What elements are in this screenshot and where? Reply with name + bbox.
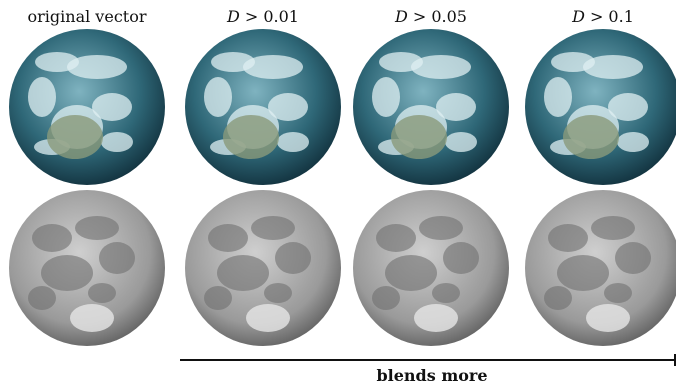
land	[223, 115, 279, 159]
mare	[41, 255, 93, 291]
mare	[376, 224, 416, 252]
cloud	[67, 55, 127, 79]
symbol: D	[394, 7, 408, 26]
moon-image	[185, 190, 341, 346]
earth-image	[525, 29, 676, 185]
mare	[28, 286, 56, 310]
highland	[70, 304, 114, 332]
column-header: D > 0.1	[571, 7, 634, 26]
mare	[544, 286, 572, 310]
moon-image	[9, 190, 165, 346]
moon-image	[525, 190, 676, 346]
highland	[246, 304, 290, 332]
mare	[443, 242, 479, 274]
mare	[99, 242, 135, 274]
symbol: D	[226, 7, 240, 26]
mare	[208, 224, 248, 252]
mare	[204, 286, 232, 310]
earth-image	[353, 29, 509, 185]
highland	[586, 304, 630, 332]
cloud	[411, 55, 471, 79]
condition: > 0.1	[590, 7, 634, 26]
cloud	[28, 77, 56, 117]
mare	[604, 283, 632, 303]
mare	[615, 242, 651, 274]
highland	[414, 304, 458, 332]
mare	[217, 255, 269, 291]
land	[563, 115, 619, 159]
moon-image	[353, 190, 509, 346]
land	[47, 115, 103, 159]
condition: > 0.01	[245, 7, 299, 26]
mare	[251, 216, 295, 240]
earth-image	[185, 29, 341, 185]
mare	[432, 283, 460, 303]
mare	[88, 283, 116, 303]
cloud	[277, 132, 309, 152]
axis-label: blends more	[376, 366, 487, 385]
land	[391, 115, 447, 159]
mare	[419, 216, 463, 240]
mare	[385, 255, 437, 291]
cloud	[544, 77, 572, 117]
mare	[548, 224, 588, 252]
cloud	[583, 55, 643, 79]
mare	[557, 255, 609, 291]
mare	[32, 224, 72, 252]
condition: > 0.05	[413, 7, 467, 26]
cloud	[204, 77, 232, 117]
column-header: D > 0.05	[394, 7, 467, 26]
symbol: D	[571, 7, 585, 26]
column-header: original vector	[28, 7, 147, 26]
cloud	[372, 77, 400, 117]
cloud	[445, 132, 477, 152]
cloud	[243, 55, 303, 79]
figure: original vector D > 0.01 D > 0.05 D > 0.1 blen…	[0, 0, 676, 389]
mare	[372, 286, 400, 310]
mare	[264, 283, 292, 303]
cloud	[101, 132, 133, 152]
mare	[275, 242, 311, 274]
mare	[75, 216, 119, 240]
cloud	[617, 132, 649, 152]
column-header: D > 0.01	[226, 7, 299, 26]
earth-image	[9, 29, 165, 185]
mare	[591, 216, 635, 240]
